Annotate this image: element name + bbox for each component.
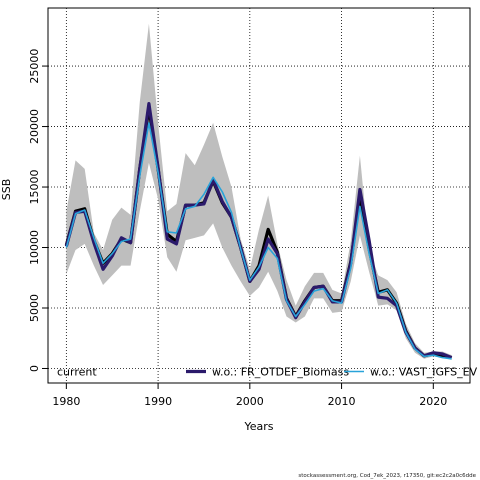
confidence-band xyxy=(66,23,452,361)
y-tick-label: 20000 xyxy=(28,109,41,144)
legend: current w.o.: FR_OTDEF_Biomass w.o.: VAST_… xyxy=(57,366,478,379)
y-axis-title: SSB xyxy=(0,179,13,201)
y-tick-label: 5000 xyxy=(28,294,41,322)
series-line-1 xyxy=(64,101,453,360)
legend-label-2: w.o.: VAST_IGFS_EV xyxy=(370,366,478,379)
y-tick-label: 10000 xyxy=(28,230,41,265)
y-tick-label: 15000 xyxy=(28,170,41,205)
x-tick-label: 2010 xyxy=(328,395,356,408)
legend-label-0: current xyxy=(57,366,97,379)
x-tick-label: 1990 xyxy=(144,395,172,408)
y-tick-label: 25000 xyxy=(28,49,41,84)
series-lines xyxy=(64,101,453,360)
x-tick-label: 2020 xyxy=(419,395,447,408)
y-axis: 0 5000 10000 15000 20000 25000 xyxy=(28,49,48,372)
y-tick-label: 0 xyxy=(28,365,41,372)
x-axis: 1980 1990 2000 2010 2020 xyxy=(52,383,447,408)
x-tick-label: 1980 xyxy=(52,395,80,408)
credit-footer: stockassessment.org, Cod_7ek_2023, r1735… xyxy=(298,473,476,479)
legend-label-1: w.o.: FR_OTDEF_Biomass xyxy=(212,366,349,379)
x-tick-label: 2000 xyxy=(236,395,264,408)
x-axis-title: Years xyxy=(243,420,273,433)
series-line-2 xyxy=(65,122,452,360)
plot-frame xyxy=(47,7,471,384)
